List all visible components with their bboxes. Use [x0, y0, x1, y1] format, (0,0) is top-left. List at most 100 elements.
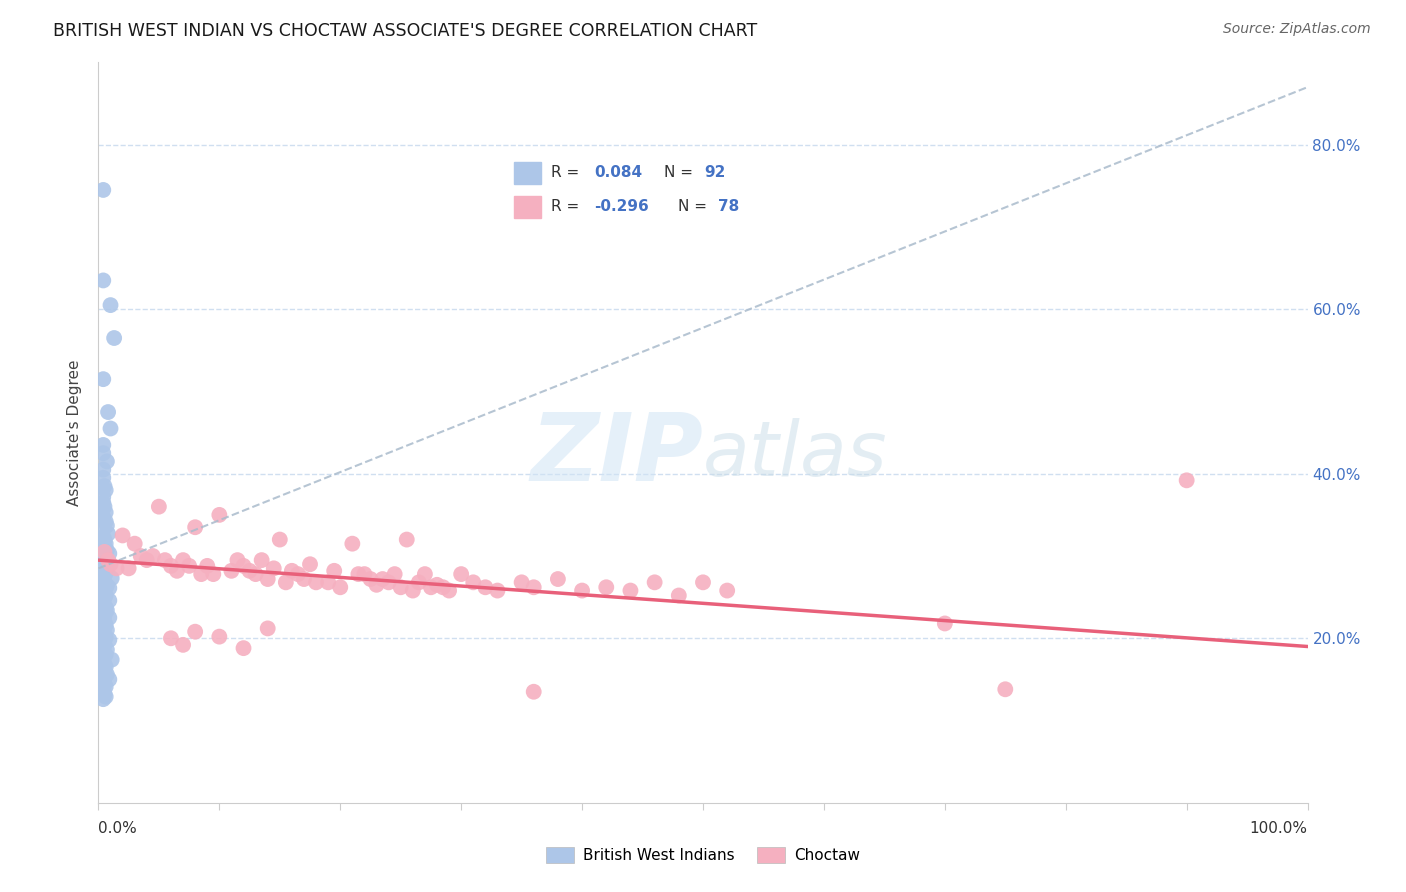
Point: [91, 561, 114, 575]
Point: [463, 575, 485, 590]
Point: [347, 567, 370, 582]
Point: [94, 631, 117, 645]
Point: [96, 642, 118, 657]
Text: -0.296: -0.296: [595, 199, 650, 214]
Point: [93, 564, 115, 578]
Point: [93, 576, 115, 591]
Point: [111, 528, 134, 542]
Point: [256, 572, 278, 586]
Point: [93, 554, 115, 568]
Point: [91, 490, 114, 504]
Point: [91, 606, 114, 620]
Point: [93, 665, 115, 679]
Point: [98, 593, 121, 607]
Point: [153, 553, 176, 567]
Text: 78: 78: [718, 199, 740, 214]
Point: [91, 549, 114, 563]
Point: [420, 580, 443, 594]
Point: [716, 583, 738, 598]
Point: [172, 553, 194, 567]
Point: [94, 589, 117, 603]
Point: [103, 331, 125, 345]
Text: N =: N =: [664, 165, 697, 180]
Point: [91, 613, 114, 627]
Point: [91, 668, 114, 682]
Point: [91, 674, 114, 689]
Point: [91, 583, 114, 598]
Point: [547, 572, 569, 586]
Text: 100.0%: 100.0%: [1250, 822, 1308, 837]
FancyBboxPatch shape: [513, 195, 541, 218]
Point: [91, 273, 114, 287]
Point: [142, 549, 165, 563]
Point: [256, 621, 278, 635]
Point: [208, 630, 231, 644]
Point: [93, 615, 115, 630]
Point: [91, 645, 114, 659]
Point: [299, 558, 322, 572]
Point: [668, 589, 690, 603]
Point: [93, 479, 115, 493]
Point: [644, 575, 666, 590]
Point: [93, 687, 115, 701]
Point: [934, 616, 956, 631]
Point: [160, 632, 183, 646]
Y-axis label: Associate's Degree: Associate's Degree: [67, 359, 83, 506]
Point: [98, 610, 121, 624]
Point: [1175, 473, 1198, 487]
Point: [129, 549, 152, 563]
Point: [360, 572, 382, 586]
Point: [97, 405, 120, 419]
Point: [91, 495, 114, 509]
Point: [91, 596, 114, 610]
Point: [97, 526, 120, 541]
Text: R =: R =: [551, 165, 585, 180]
Point: [93, 545, 115, 559]
Point: [94, 536, 117, 550]
Point: [179, 558, 201, 573]
Point: [94, 566, 117, 581]
Point: [91, 650, 114, 665]
Point: [263, 561, 285, 575]
Point: [432, 580, 454, 594]
Text: BRITISH WEST INDIAN VS CHOCTAW ASSOCIATE'S DEGREE CORRELATION CHART: BRITISH WEST INDIAN VS CHOCTAW ASSOCIATE…: [53, 22, 758, 40]
Point: [305, 575, 328, 590]
Point: [93, 657, 115, 672]
Point: [91, 446, 114, 460]
Point: [96, 603, 118, 617]
Point: [994, 682, 1017, 697]
Point: [91, 574, 114, 588]
Point: [93, 500, 115, 514]
Point: [91, 591, 114, 605]
Point: [96, 558, 118, 573]
Point: [91, 510, 114, 524]
Point: [323, 564, 346, 578]
Point: [389, 580, 412, 594]
Point: [408, 575, 430, 590]
Point: [160, 558, 183, 573]
Point: [208, 508, 231, 522]
Point: [384, 567, 406, 582]
Point: [100, 571, 122, 585]
Point: [96, 454, 118, 468]
Point: [94, 557, 117, 571]
Point: [93, 533, 115, 548]
Point: [94, 600, 117, 615]
Point: [96, 579, 118, 593]
Text: 0.0%: 0.0%: [98, 822, 138, 837]
Point: [100, 421, 122, 435]
Point: [91, 635, 114, 649]
Point: [93, 608, 115, 623]
Point: [692, 575, 714, 590]
Point: [91, 685, 114, 699]
Point: [91, 471, 114, 485]
Point: [274, 575, 297, 590]
Point: [93, 628, 115, 642]
Point: [98, 632, 121, 647]
Point: [100, 653, 122, 667]
Point: [91, 523, 114, 537]
Point: [96, 667, 118, 681]
Point: [91, 372, 114, 386]
Point: [98, 547, 121, 561]
Point: [245, 567, 267, 582]
